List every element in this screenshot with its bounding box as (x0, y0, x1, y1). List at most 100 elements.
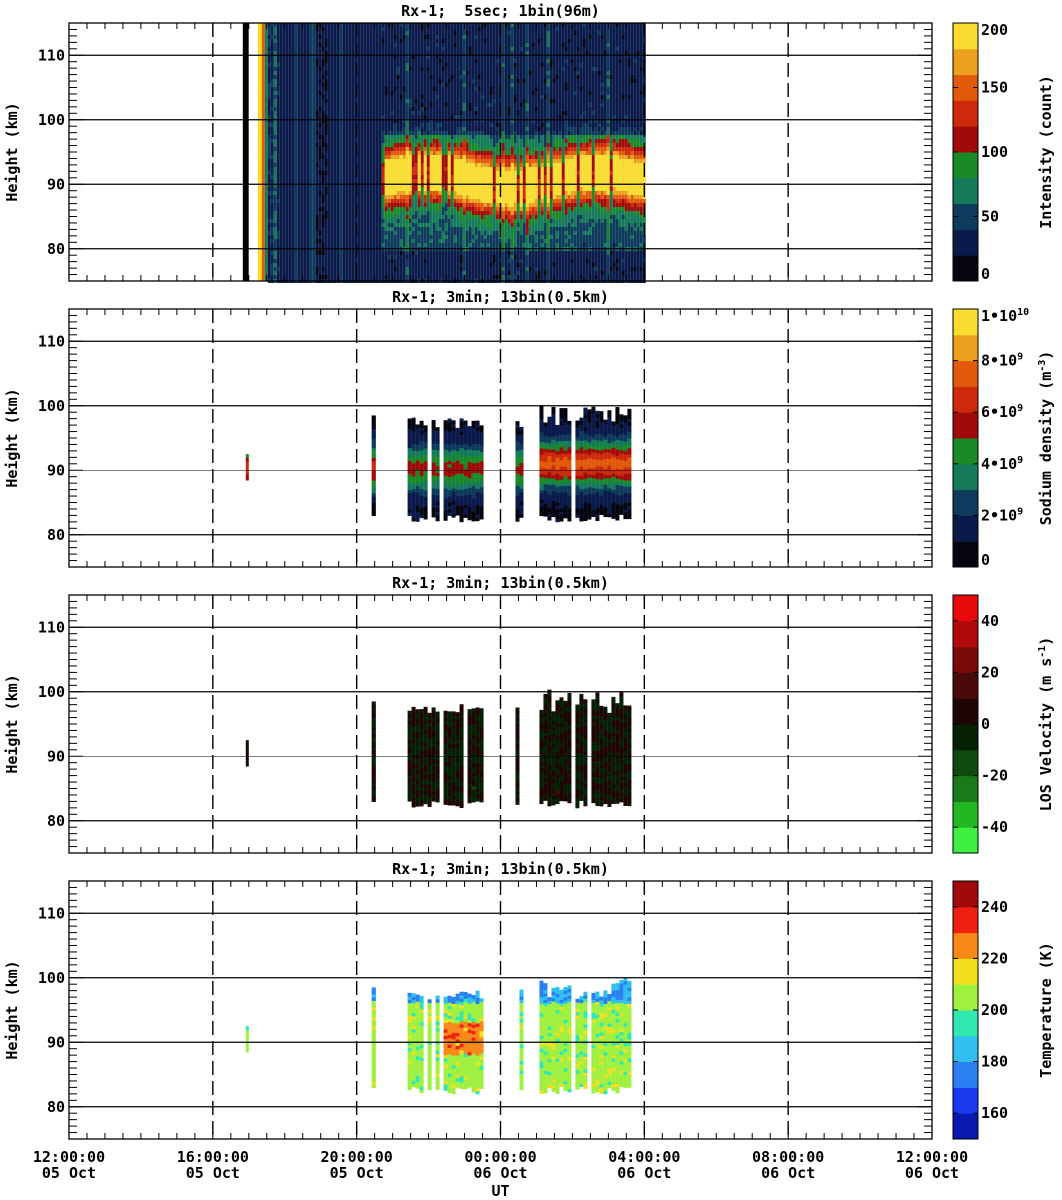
heatmap-cell (327, 75, 331, 79)
heatmap-cell (327, 235, 331, 239)
heatmap-cell (432, 39, 436, 43)
heatmap-cell (432, 167, 436, 171)
heatmap-cell (441, 239, 445, 243)
heatmap-cell (330, 87, 334, 91)
heatmap-cell (462, 79, 466, 83)
heatmap-cell (390, 115, 394, 119)
heatmap-cell (330, 187, 334, 191)
heatmap-cell (414, 75, 418, 79)
heatmap-cell (372, 187, 376, 191)
heatmap-cell (270, 59, 274, 63)
heatmap-cell (444, 47, 448, 51)
heatmap-cell (474, 175, 478, 179)
heatmap-cell (468, 243, 472, 247)
heatmap-cell (273, 267, 277, 271)
heatmap-cell (444, 83, 448, 87)
heatmap-cell (420, 239, 424, 243)
heatmap-cell (486, 51, 490, 55)
heatmap-cell (273, 251, 277, 255)
heatmap-cell (450, 23, 454, 27)
heatmap-cell (420, 219, 424, 223)
heatmap-cell (453, 219, 457, 223)
heatmap-cell (453, 215, 457, 219)
heatmap-cell (486, 87, 490, 91)
heatmap-cell (465, 31, 469, 35)
heatmap-cell (339, 171, 343, 175)
heatmap-cell (423, 119, 427, 123)
heatmap-cell (402, 215, 406, 219)
heatmap-cell (381, 155, 385, 159)
heatmap-cell (324, 207, 328, 211)
heatmap-cell (288, 175, 292, 179)
heatmap-cell (276, 251, 280, 255)
heatmap-cell (366, 267, 370, 271)
heatmap-cell (480, 103, 484, 107)
heatmap-cell (270, 227, 274, 231)
heatmap-cell (429, 179, 433, 183)
heatmap-cell (387, 215, 391, 219)
heatmap-cell (318, 263, 322, 267)
heatmap-cell (390, 203, 394, 207)
heatmap-cell (414, 99, 418, 103)
heatmap-cell (342, 111, 346, 115)
heatmap-cell (348, 23, 352, 27)
heatmap-cell (486, 275, 490, 279)
heatmap-cell (360, 267, 364, 271)
heatmap-cell (351, 223, 355, 227)
heatmap-cell (318, 171, 322, 175)
heatmap-cell (396, 215, 400, 219)
heatmap-cell (378, 231, 382, 235)
heatmap-cell (489, 203, 493, 207)
heatmap-cell (342, 219, 346, 223)
heatmap-cell (405, 235, 409, 239)
heatmap-cell (423, 107, 427, 111)
heatmap-cell (273, 155, 277, 159)
heatmap-cell (291, 275, 295, 279)
heatmap-cell (477, 159, 481, 163)
heatmap-cell (339, 39, 343, 43)
heatmap-cell (381, 243, 385, 247)
heatmap-cell (483, 151, 487, 155)
heatmap-cell (402, 183, 406, 187)
heatmap-cell (324, 139, 328, 143)
heatmap-cell (468, 211, 472, 215)
heatmap-cell (300, 235, 304, 239)
heatmap-cell (405, 271, 409, 275)
heatmap-cell (336, 127, 340, 131)
heatmap-cell (324, 243, 328, 247)
heatmap-cell (300, 215, 304, 219)
heatmap-cell (459, 175, 463, 179)
heatmap-cell (297, 87, 301, 91)
heatmap-cell (315, 47, 319, 51)
heatmap-cell (366, 99, 370, 103)
heatmap-cell (396, 267, 400, 271)
heatmap-cell (450, 123, 454, 127)
heatmap-cell (384, 259, 388, 263)
heatmap-cell (420, 143, 424, 147)
heatmap-cell (345, 203, 349, 207)
heatmap-cell (384, 155, 388, 159)
heatmap-cell (477, 183, 481, 187)
heatmap-cell (279, 147, 283, 151)
heatmap-cell (327, 123, 331, 127)
heatmap-cell (372, 171, 376, 175)
heatmap-cell (396, 39, 400, 43)
heatmap-cell (399, 275, 403, 279)
heatmap-cell (303, 207, 307, 211)
heatmap-cell (426, 139, 430, 143)
heatmap-cell (339, 259, 343, 263)
heatmap-cell (390, 143, 394, 147)
heatmap-cell (462, 111, 466, 115)
heatmap-cell (468, 51, 472, 55)
heatmap-cell (414, 115, 418, 119)
heatmap-cell (471, 139, 475, 143)
heatmap-cell (294, 131, 298, 135)
heatmap-cell (468, 223, 472, 227)
heatmap-cell (441, 223, 445, 227)
heatmap-cell (330, 195, 334, 199)
heatmap-cell (276, 243, 280, 247)
heatmap-cell (297, 139, 301, 143)
heatmap-cell (303, 259, 307, 263)
heatmap-cell (429, 143, 433, 147)
heatmap-cell (387, 111, 391, 115)
